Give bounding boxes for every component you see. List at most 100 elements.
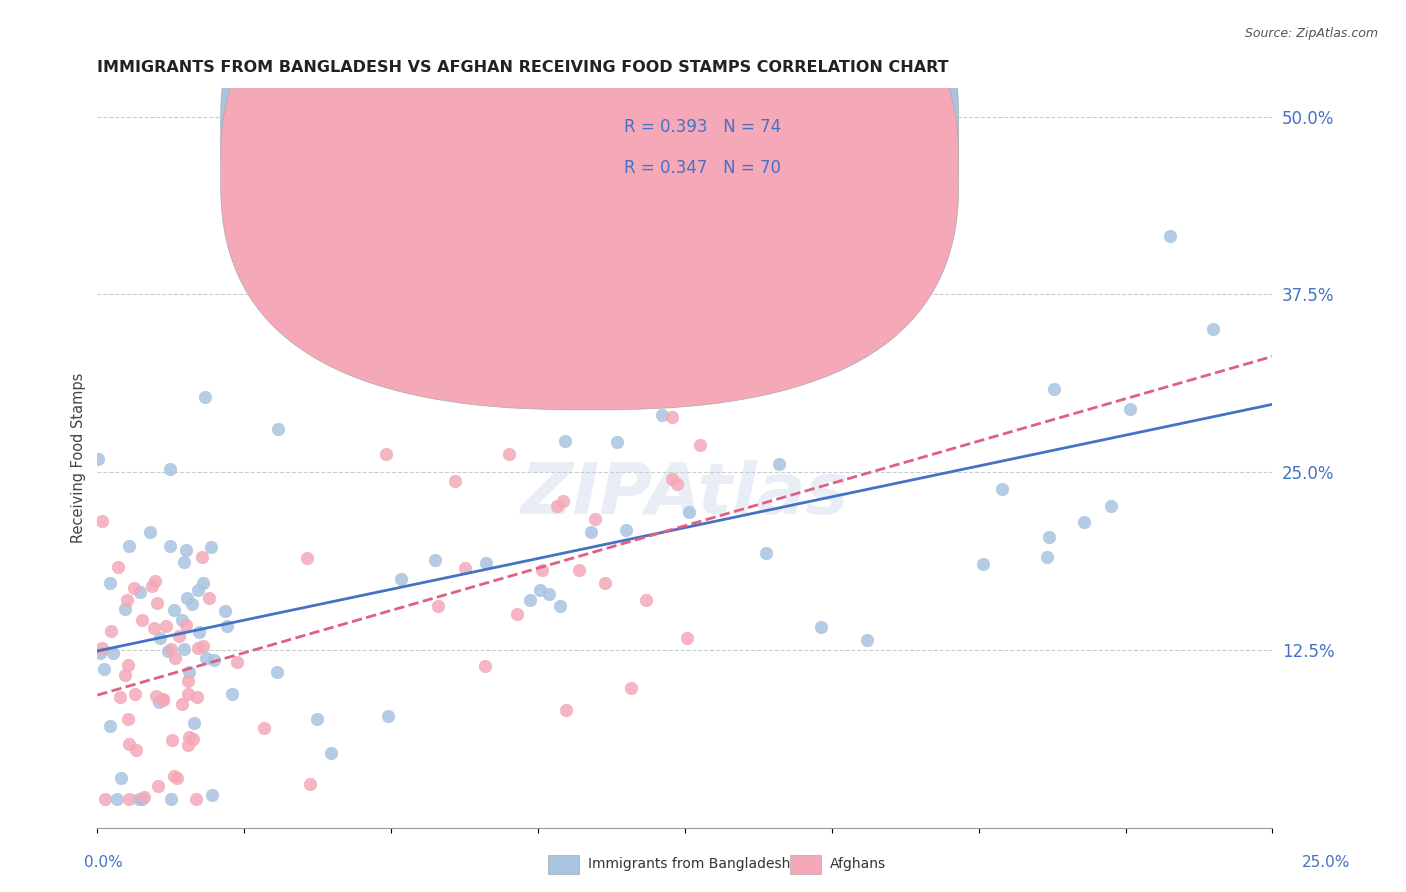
Point <box>191 639 214 653</box>
Point <box>100 624 122 639</box>
Point <box>173 642 195 657</box>
Point <box>191 549 214 564</box>
Point <box>377 709 399 723</box>
Point <box>1038 530 1060 544</box>
Point <box>266 665 288 679</box>
Point <box>531 563 554 577</box>
Point <box>159 462 181 476</box>
Point <box>583 511 606 525</box>
Point <box>142 620 165 634</box>
Point <box>117 593 139 607</box>
Point <box>187 582 209 597</box>
Point <box>108 690 131 705</box>
Point <box>179 730 201 744</box>
Point <box>972 557 994 571</box>
Point <box>620 681 643 695</box>
Point <box>103 646 125 660</box>
Point <box>214 603 236 617</box>
Point <box>810 620 832 634</box>
Point <box>166 771 188 785</box>
Text: R = 0.347   N = 70: R = 0.347 N = 70 <box>624 159 780 178</box>
Point <box>198 591 221 605</box>
Point <box>551 493 574 508</box>
Point <box>173 556 195 570</box>
Point <box>117 657 139 672</box>
Point <box>188 624 211 639</box>
Point <box>529 582 551 597</box>
Point <box>145 690 167 704</box>
Point <box>177 738 200 752</box>
Point <box>538 587 561 601</box>
Text: Afghans: Afghans <box>830 857 886 871</box>
Point <box>122 581 145 595</box>
Point <box>375 447 398 461</box>
Point <box>305 713 328 727</box>
Point <box>665 476 688 491</box>
Point <box>817 361 839 376</box>
Point <box>505 607 527 622</box>
Point <box>554 434 576 449</box>
Point <box>183 716 205 731</box>
Point <box>176 591 198 606</box>
Point <box>678 505 700 519</box>
Point <box>319 747 342 761</box>
Point <box>141 579 163 593</box>
Point <box>689 438 711 452</box>
Point <box>1042 382 1064 396</box>
Point <box>174 542 197 557</box>
Point <box>152 693 174 707</box>
Point <box>163 650 186 665</box>
Point <box>191 575 214 590</box>
Point <box>389 572 412 586</box>
Point <box>298 777 321 791</box>
Point <box>991 483 1014 497</box>
Point <box>90 514 112 528</box>
Point <box>548 599 571 614</box>
Point <box>498 447 520 461</box>
Point <box>89 647 111 661</box>
Point <box>427 599 450 613</box>
Point <box>593 576 616 591</box>
Point <box>444 474 467 488</box>
Point <box>139 524 162 539</box>
Point <box>149 631 172 645</box>
FancyBboxPatch shape <box>221 0 959 369</box>
Point <box>186 690 208 705</box>
Point <box>177 665 200 679</box>
Point <box>546 499 568 513</box>
Point <box>105 792 128 806</box>
Point <box>87 452 110 467</box>
Point <box>163 769 186 783</box>
Point <box>661 410 683 425</box>
Point <box>454 561 477 575</box>
Point <box>148 779 170 793</box>
Point <box>574 332 596 346</box>
Bar <box>548 855 579 874</box>
Point <box>295 551 318 566</box>
Point <box>253 721 276 735</box>
Point <box>94 792 117 806</box>
Point <box>131 613 153 627</box>
Point <box>172 613 194 627</box>
Point <box>160 732 183 747</box>
Point <box>114 668 136 682</box>
Point <box>131 792 153 806</box>
Point <box>132 789 155 804</box>
Point <box>125 742 148 756</box>
Point <box>195 651 218 665</box>
Point <box>1073 515 1095 529</box>
Point <box>221 687 243 701</box>
Point <box>200 541 222 555</box>
Point <box>98 719 121 733</box>
Point <box>855 633 877 648</box>
Text: IMMIGRANTS FROM BANGLADESH VS AFGHAN RECEIVING FOOD STAMPS CORRELATION CHART: IMMIGRANTS FROM BANGLADESH VS AFGHAN REC… <box>97 60 949 75</box>
Point <box>651 408 673 422</box>
Point <box>93 662 115 676</box>
Text: 0.0%: 0.0% <box>84 855 124 870</box>
Point <box>606 434 628 449</box>
Point <box>475 556 498 570</box>
Point <box>215 618 238 632</box>
Point <box>184 792 207 806</box>
Point <box>568 563 591 577</box>
Point <box>114 602 136 616</box>
